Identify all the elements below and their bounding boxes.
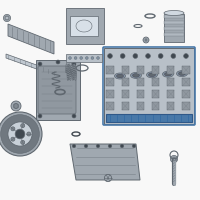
- Bar: [164, 33, 184, 36]
- Circle shape: [38, 114, 42, 118]
- Ellipse shape: [146, 72, 158, 78]
- Polygon shape: [106, 114, 192, 122]
- Circle shape: [72, 144, 76, 148]
- Circle shape: [133, 54, 138, 58]
- Circle shape: [21, 140, 25, 144]
- Circle shape: [11, 127, 15, 131]
- Bar: [106, 102, 114, 110]
- Ellipse shape: [132, 74, 140, 77]
- Bar: [106, 78, 114, 86]
- Circle shape: [171, 54, 176, 58]
- Bar: [66, 54, 102, 62]
- Bar: [167, 102, 174, 110]
- Bar: [137, 90, 144, 98]
- Circle shape: [0, 112, 42, 156]
- Bar: [122, 66, 129, 74]
- Circle shape: [38, 62, 42, 66]
- Bar: [137, 78, 144, 86]
- Ellipse shape: [116, 74, 124, 78]
- Bar: [106, 66, 114, 74]
- Bar: [164, 14, 184, 42]
- Bar: [137, 102, 144, 110]
- Ellipse shape: [164, 72, 172, 76]
- Ellipse shape: [164, 10, 184, 16]
- Circle shape: [85, 57, 88, 59]
- Circle shape: [15, 129, 25, 139]
- Circle shape: [120, 144, 124, 148]
- Circle shape: [91, 57, 94, 59]
- Bar: [167, 66, 174, 74]
- Circle shape: [56, 60, 60, 64]
- Circle shape: [97, 57, 99, 59]
- Polygon shape: [8, 24, 54, 54]
- Circle shape: [96, 144, 100, 148]
- Circle shape: [69, 57, 71, 59]
- Circle shape: [3, 14, 11, 22]
- Ellipse shape: [177, 71, 188, 77]
- Bar: [164, 21, 184, 24]
- Circle shape: [5, 16, 9, 20]
- Bar: [122, 78, 129, 86]
- Polygon shape: [36, 60, 80, 120]
- Ellipse shape: [114, 73, 126, 79]
- Circle shape: [108, 54, 112, 58]
- Circle shape: [8, 122, 32, 146]
- Bar: [152, 66, 159, 74]
- Circle shape: [108, 144, 112, 148]
- Polygon shape: [6, 54, 56, 76]
- Circle shape: [158, 54, 163, 58]
- Circle shape: [146, 54, 150, 58]
- Polygon shape: [66, 8, 104, 44]
- Circle shape: [184, 54, 188, 58]
- Circle shape: [84, 144, 88, 148]
- Ellipse shape: [162, 71, 174, 77]
- Bar: [70, 16, 98, 36]
- Polygon shape: [70, 144, 140, 180]
- Ellipse shape: [130, 72, 142, 78]
- Bar: [182, 90, 190, 98]
- Bar: [152, 102, 159, 110]
- Bar: [182, 102, 190, 110]
- Circle shape: [80, 57, 83, 59]
- Circle shape: [21, 124, 25, 128]
- Circle shape: [72, 62, 76, 66]
- Bar: [137, 66, 144, 74]
- Bar: [167, 90, 174, 98]
- Bar: [167, 78, 174, 86]
- Bar: [152, 78, 159, 86]
- Circle shape: [143, 37, 149, 43]
- Bar: [106, 90, 114, 98]
- Bar: [182, 78, 190, 86]
- Ellipse shape: [179, 72, 186, 75]
- Circle shape: [13, 103, 19, 109]
- Bar: [182, 66, 190, 74]
- Polygon shape: [104, 48, 194, 124]
- Circle shape: [27, 132, 31, 136]
- Circle shape: [11, 101, 21, 111]
- Circle shape: [1, 115, 39, 153]
- Circle shape: [74, 57, 77, 59]
- Ellipse shape: [148, 73, 156, 77]
- Circle shape: [72, 114, 76, 118]
- Circle shape: [170, 155, 178, 163]
- Circle shape: [104, 174, 112, 182]
- FancyBboxPatch shape: [38, 66, 76, 114]
- Circle shape: [11, 137, 15, 141]
- Bar: [164, 15, 184, 18]
- Bar: [164, 27, 184, 30]
- Bar: [152, 90, 159, 98]
- Bar: [122, 102, 129, 110]
- Circle shape: [132, 144, 136, 148]
- Circle shape: [120, 54, 125, 58]
- Bar: [122, 90, 129, 98]
